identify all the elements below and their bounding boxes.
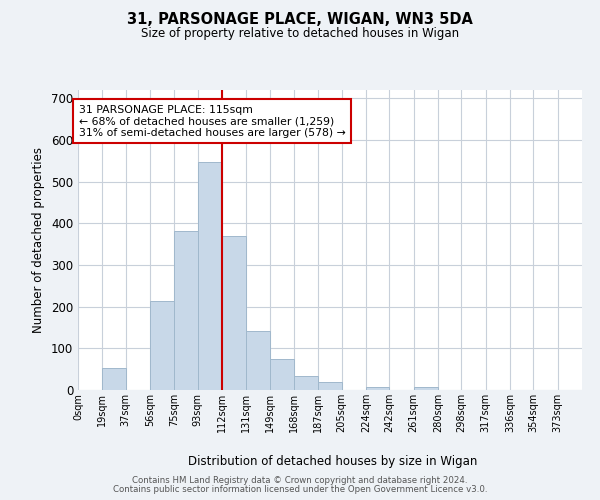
Text: Distribution of detached houses by size in Wigan: Distribution of detached houses by size … <box>188 454 478 468</box>
Text: 31 PARSONAGE PLACE: 115sqm
← 68% of detached houses are smaller (1,259)
31% of s: 31 PARSONAGE PLACE: 115sqm ← 68% of deta… <box>79 104 346 138</box>
Bar <box>319 382 341 390</box>
Text: Size of property relative to detached houses in Wigan: Size of property relative to detached ho… <box>141 28 459 40</box>
Bar <box>103 368 125 390</box>
Bar <box>294 376 319 390</box>
Bar <box>269 359 294 390</box>
Bar <box>366 386 389 390</box>
Bar <box>150 301 175 390</box>
Bar <box>247 331 269 390</box>
Bar <box>175 231 197 390</box>
Y-axis label: Number of detached properties: Number of detached properties <box>32 147 46 333</box>
Text: 31, PARSONAGE PLACE, WIGAN, WN3 5DA: 31, PARSONAGE PLACE, WIGAN, WN3 5DA <box>127 12 473 28</box>
Bar <box>222 236 247 390</box>
Text: Contains HM Land Registry data © Crown copyright and database right 2024.: Contains HM Land Registry data © Crown c… <box>132 476 468 485</box>
Bar <box>413 386 438 390</box>
Text: Contains public sector information licensed under the Open Government Licence v3: Contains public sector information licen… <box>113 485 487 494</box>
Bar <box>197 162 222 390</box>
